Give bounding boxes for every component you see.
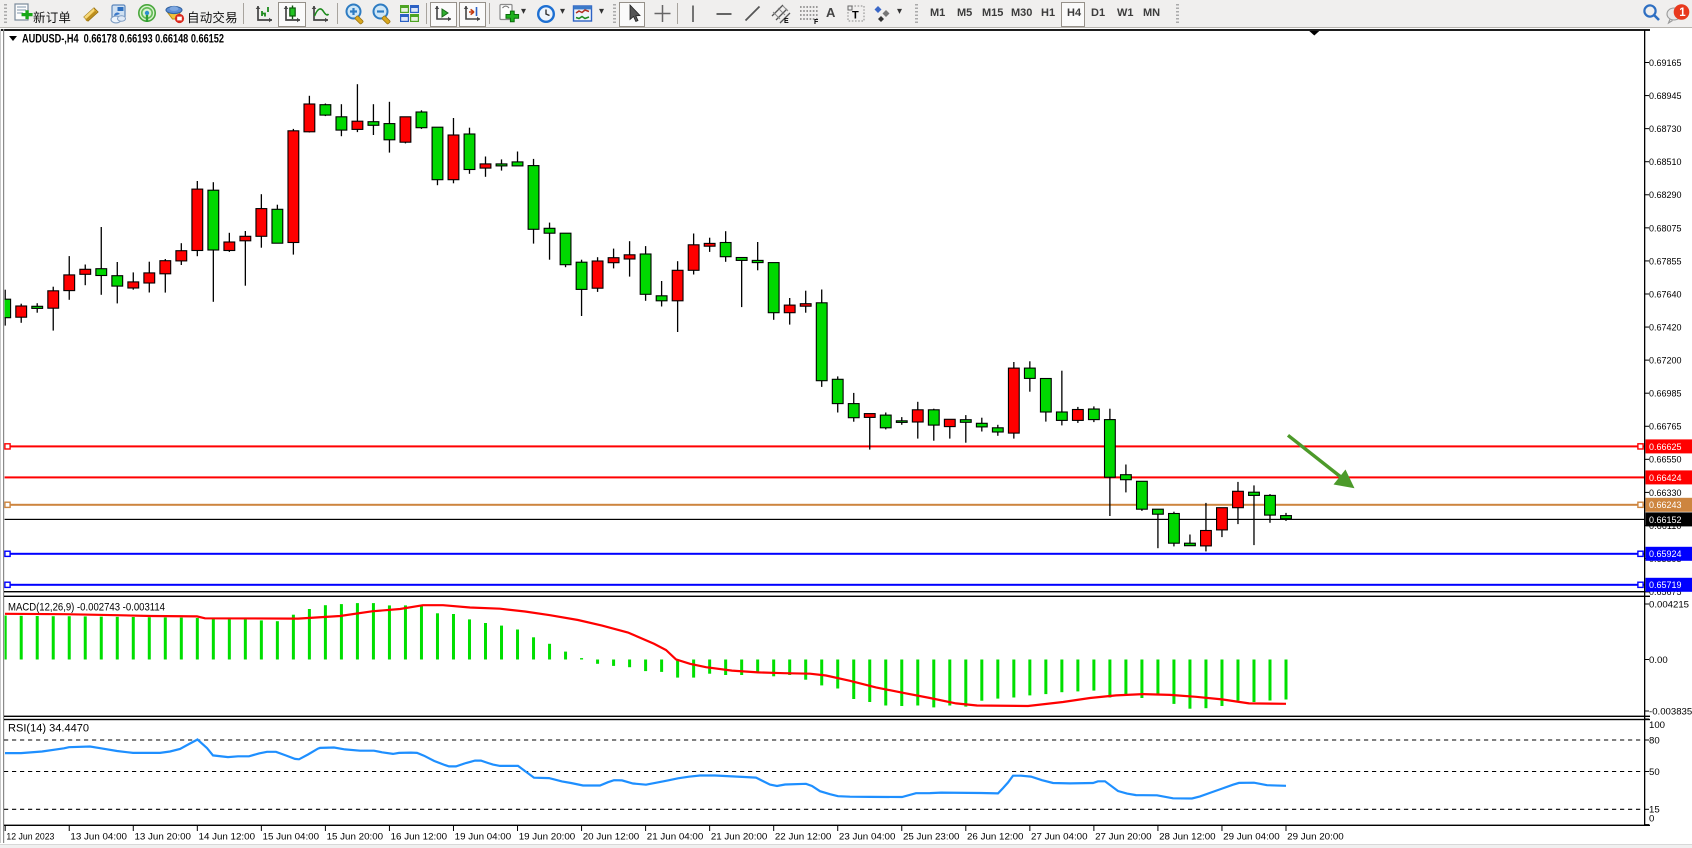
svg-text:0.68510: 0.68510 [1649,157,1682,168]
svg-text:T: T [852,10,859,22]
svg-text:0.66424: 0.66424 [1649,473,1682,484]
svg-text:1: 1 [1679,7,1686,19]
svg-text:22 Jun 12:00: 22 Jun 12:00 [775,832,832,843]
svg-text:0.66550: 0.66550 [1649,455,1682,466]
svg-text:0.67200: 0.67200 [1649,356,1682,367]
svg-text:20 Jun 12:00: 20 Jun 12:00 [583,832,640,843]
svg-text:MACD(12,26,9) -0.002743 -0.003: MACD(12,26,9) -0.002743 -0.003114 [8,602,165,614]
svg-text:80: 80 [1649,735,1660,746]
svg-text:16 Jun 12:00: 16 Jun 12:00 [391,832,448,843]
svg-text:14 Jun 12:00: 14 Jun 12:00 [199,832,256,843]
svg-text:13 Jun 04:00: 13 Jun 04:00 [70,832,127,843]
svg-text:27 Jun 20:00: 27 Jun 20:00 [1095,832,1152,843]
svg-text:AUDUSD-,H4 0.66178 0.66193 0.: AUDUSD-,H4 0.66178 0.66193 0.66148 0.661… [22,33,224,46]
svg-text:0.67855: 0.67855 [1649,256,1682,267]
svg-text:0.66985: 0.66985 [1649,389,1682,400]
svg-text:25 Jun 23:00: 25 Jun 23:00 [903,832,960,843]
svg-text:0.66330: 0.66330 [1649,488,1682,499]
svg-text:15: 15 [1649,805,1660,816]
svg-text:12 Jun 2023: 12 Jun 2023 [6,832,54,843]
svg-text:0: 0 [1649,813,1654,824]
svg-text:RSI(14) 34.4470: RSI(14) 34.4470 [8,723,89,735]
svg-text:29 Jun 04:00: 29 Jun 04:00 [1223,832,1280,843]
svg-text:0.66243: 0.66243 [1649,500,1682,511]
svg-text:100: 100 [1649,720,1665,731]
svg-text:19 Jun 20:00: 19 Jun 20:00 [519,832,576,843]
svg-text:0.67420: 0.67420 [1649,322,1682,333]
svg-text:0.68730: 0.68730 [1649,124,1682,135]
svg-text:15 Jun 20:00: 15 Jun 20:00 [327,832,384,843]
svg-text:0.00: 0.00 [1649,655,1668,666]
svg-text:15 Jun 04:00: 15 Jun 04:00 [263,832,320,843]
svg-text:26 Jun 12:00: 26 Jun 12:00 [967,832,1024,843]
svg-text:-0.003835: -0.003835 [1649,706,1692,717]
svg-text:21 Jun 04:00: 21 Jun 04:00 [647,832,704,843]
svg-text:0.68290: 0.68290 [1649,190,1682,201]
svg-text:0.67640: 0.67640 [1649,289,1682,300]
svg-text:27 Jun 04:00: 27 Jun 04:00 [1031,832,1088,843]
svg-text:13 Jun 20:00: 13 Jun 20:00 [134,832,191,843]
svg-text:23 Jun 04:00: 23 Jun 04:00 [839,832,896,843]
svg-text:29 Jun 20:00: 29 Jun 20:00 [1287,832,1344,843]
svg-text:0.65924: 0.65924 [1649,549,1682,560]
svg-text:21 Jun 20:00: 21 Jun 20:00 [711,832,768,843]
svg-text:19 Jun 04:00: 19 Jun 04:00 [455,832,512,843]
svg-text:0.68075: 0.68075 [1649,223,1682,234]
svg-text:50: 50 [1649,767,1660,778]
svg-text:0.66765: 0.66765 [1649,422,1682,433]
svg-text:0.68945: 0.68945 [1649,91,1682,102]
svg-text:0.004215: 0.004215 [1649,599,1689,610]
svg-text:E: E [784,18,789,25]
svg-text:0.66625: 0.66625 [1649,442,1682,453]
svg-text:0.69165: 0.69165 [1649,58,1682,69]
svg-text:0.66152: 0.66152 [1649,515,1682,526]
svg-text:0.65719: 0.65719 [1649,580,1682,591]
svg-text:0.65675: 0.65675 [1649,587,1682,598]
svg-text:F: F [814,19,819,25]
svg-text:28 Jun 12:00: 28 Jun 12:00 [1159,832,1216,843]
